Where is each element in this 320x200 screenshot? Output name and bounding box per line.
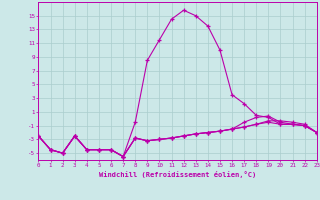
X-axis label: Windchill (Refroidissement éolien,°C): Windchill (Refroidissement éolien,°C) [99, 171, 256, 178]
